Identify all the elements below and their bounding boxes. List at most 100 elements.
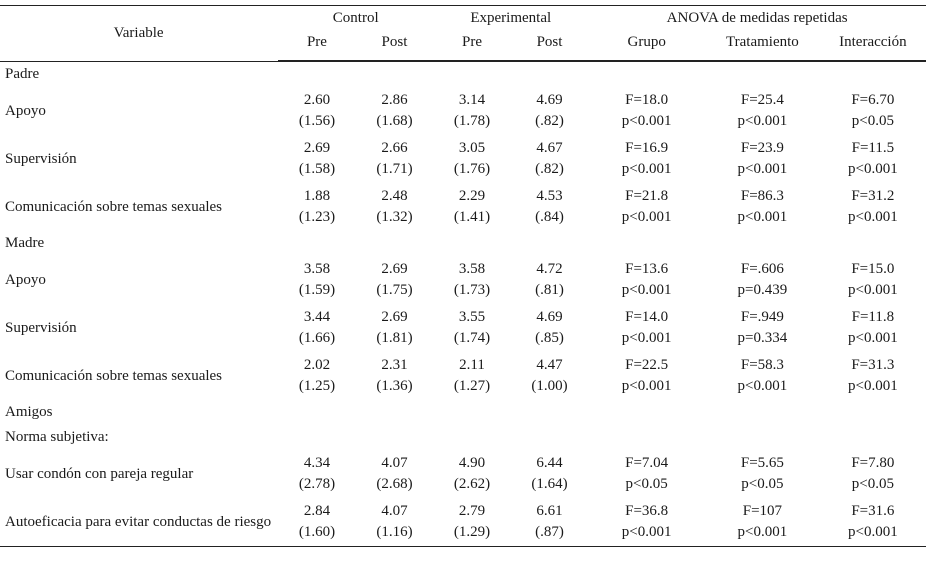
- cell-secondary: p<0.001: [737, 524, 788, 540]
- cell-experimental-pre: 2.11 (1.27): [433, 352, 511, 400]
- cell-experimental-pre: 4.90 (2.62): [433, 450, 511, 498]
- cell-experimental-pre: 3.05 (1.76): [433, 135, 511, 183]
- cell-secondary: p<0.001: [621, 378, 672, 394]
- cell-anova-grupo: F=7.04 p<0.05: [588, 450, 705, 498]
- cell-value: 2.84: [303, 503, 331, 519]
- cell-control-post: 2.31 (1.36): [356, 352, 434, 400]
- cell-value: F=23.9: [740, 140, 784, 156]
- cell-secondary: (.81): [535, 282, 564, 298]
- cell-value: F=86.3: [740, 188, 784, 204]
- cell-secondary: (1.66): [298, 330, 336, 346]
- cell-value: 3.55: [458, 309, 486, 325]
- table-row: Autoeficacia para evitar conductas de ri…: [0, 498, 926, 547]
- cell-value: F=11.8: [851, 309, 895, 325]
- results-table: Variable Control Experimental ANOVA de m…: [0, 5, 926, 547]
- cell-value: 4.07: [381, 503, 408, 519]
- cell-secondary: p<0.05: [851, 113, 894, 129]
- cell-secondary: p<0.001: [621, 524, 672, 540]
- cell-value: 2.69: [303, 140, 331, 156]
- section-row: Norma subjetiva:: [0, 425, 926, 450]
- cell-secondary: p<0.05: [625, 476, 668, 492]
- cell-value: 6.61: [536, 503, 563, 519]
- cell-value: F=14.0: [625, 309, 669, 325]
- section-label: Norma subjetiva:: [5, 429, 109, 445]
- cell-value: 3.05: [458, 140, 486, 156]
- header-interaccion: Interacción: [819, 31, 926, 61]
- cell-secondary: (1.81): [376, 330, 413, 346]
- cell-value: F=11.5: [851, 140, 895, 156]
- cell-secondary: (1.64): [531, 476, 568, 492]
- header-anova: ANOVA de medidas repetidas: [666, 10, 848, 26]
- cell-secondary: (2.68): [376, 476, 413, 492]
- cell-control-post: 4.07 (1.16): [355, 498, 434, 547]
- cell-value: 4.53: [536, 188, 563, 204]
- cell-secondary: p<0.001: [848, 161, 898, 177]
- cell-value: 4.72: [536, 261, 563, 277]
- cell-value: F=6.70: [851, 92, 895, 108]
- cell-secondary: (1.27): [453, 378, 491, 394]
- cell-value: 4.34: [303, 455, 331, 471]
- cell-value: 3.14: [458, 92, 486, 108]
- cell-secondary: (1.23): [298, 209, 336, 225]
- table-body: Padre Apoyo 2.60 (1.56) 2.86 (1.68) 3.14 (1.78)…: [0, 62, 926, 547]
- cell-secondary: (1.16): [376, 524, 413, 540]
- cell-secondary: p<0.001: [848, 524, 898, 540]
- cell-value: F=13.6: [625, 261, 669, 277]
- cell-anova-tratamiento: F=.606 p=0.439: [705, 256, 820, 304]
- cell-secondary: (1.76): [453, 161, 491, 177]
- cell-secondary: (1.74): [453, 330, 491, 346]
- cell-control-pre: 4.34 (2.78): [278, 450, 356, 498]
- cell-secondary: p<0.05: [741, 476, 784, 492]
- cell-anova-interaccion: F=7.80 p<0.05: [820, 450, 926, 498]
- section-row: Amigos: [0, 400, 926, 425]
- table-row: Apoyo 3.58 (1.59) 2.69 (1.75) 3.58 (1.73) 4.72 (…: [0, 256, 926, 304]
- header-experimental-post: Post: [510, 31, 589, 61]
- cell-anova-interaccion: F=15.0 p<0.001: [820, 256, 926, 304]
- cell-secondary: (2.62): [453, 476, 491, 492]
- cell-secondary: p<0.001: [848, 209, 898, 225]
- cell-experimental-pre: 3.58 (1.73): [433, 256, 511, 304]
- cell-control-pre: 1.88 (1.23): [278, 183, 356, 231]
- cell-secondary: (1.29): [453, 524, 491, 540]
- cell-anova-grupo: F=22.5 p<0.001: [588, 352, 705, 400]
- cell-value: F=15.0: [851, 261, 895, 277]
- cell-anova-tratamiento: F=.949 p=0.334: [705, 304, 820, 352]
- cell-value: 2.79: [458, 503, 486, 519]
- cell-experimental-post: 4.67 (.82): [511, 135, 589, 183]
- cell-value: F=7.80: [851, 455, 895, 471]
- cell-experimental-post: 4.47 (1.00): [511, 352, 589, 400]
- cell-value: F=31.6: [851, 503, 895, 519]
- cell-control-post: 2.48 (1.32): [356, 183, 434, 231]
- cell-secondary: (1.56): [298, 113, 336, 129]
- cell-value: F=7.04: [625, 455, 669, 471]
- cell-value: 2.48: [381, 188, 408, 204]
- cell-secondary: p<0.001: [848, 282, 898, 298]
- cell-experimental-post: 4.72 (.81): [511, 256, 589, 304]
- cell-secondary: p=0.334: [737, 330, 788, 346]
- header-experimental-pre: Pre: [433, 31, 511, 61]
- table-row: Supervisión 3.44 (1.66) 2.69 (1.81) 3.55 (1.74…: [0, 304, 926, 352]
- cell-value: F=36.8: [625, 503, 669, 519]
- cell-value: 4.69: [536, 309, 563, 325]
- header-variable: Variable: [113, 25, 164, 42]
- section-label: Amigos: [5, 404, 53, 420]
- cell-anova-interaccion: F=31.2 p<0.001: [820, 183, 926, 231]
- cell-secondary: p<0.001: [848, 330, 898, 346]
- cell-value: 4.69: [536, 92, 563, 108]
- cell-secondary: (1.75): [376, 282, 413, 298]
- cell-value: 6.44: [536, 455, 563, 471]
- cell-control-post: 2.86 (1.68): [356, 87, 434, 135]
- cell-value: 4.07: [381, 455, 408, 471]
- section-row: Padre: [0, 62, 926, 88]
- cell-experimental-post: 4.69 (.82): [511, 87, 589, 135]
- cell-value: 4.47: [536, 357, 563, 373]
- cell-secondary: (1.58): [298, 161, 336, 177]
- cell-value: 2.69: [381, 309, 408, 325]
- table-row: Supervisión 2.69 (1.58) 2.66 (1.71) 3.05 (1.76…: [0, 135, 926, 183]
- cell-anova-grupo: F=36.8 p<0.001: [588, 498, 706, 547]
- cell-anova-tratamiento: F=58.3 p<0.001: [705, 352, 820, 400]
- header-control-pre: Pre: [278, 31, 356, 61]
- cell-secondary: (1.36): [376, 378, 413, 394]
- variable-label: Comunicación sobre temas sexuales: [5, 367, 223, 384]
